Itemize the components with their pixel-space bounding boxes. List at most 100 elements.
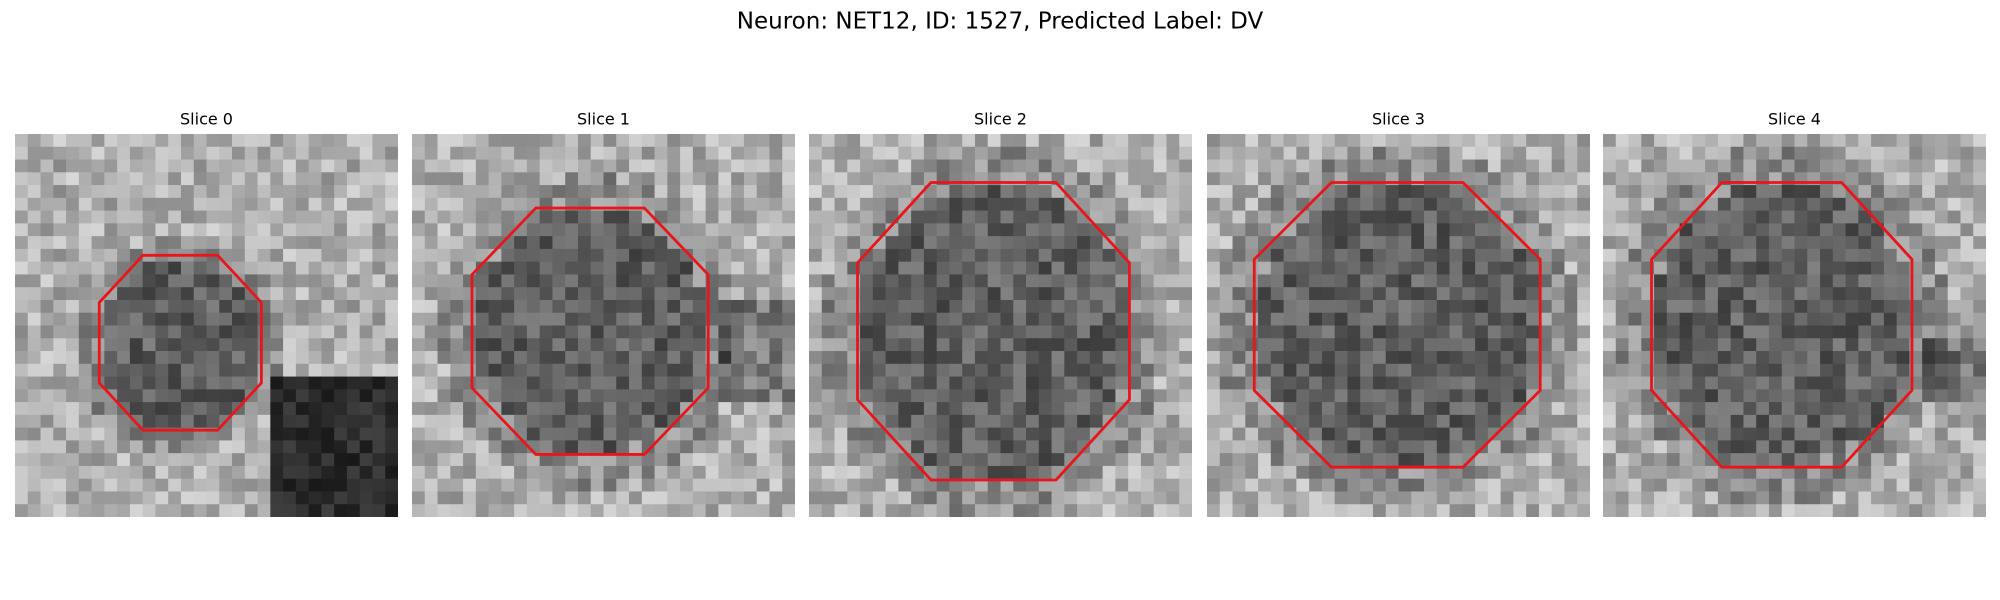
pixel (731, 146, 745, 160)
pixel (1794, 134, 1808, 148)
pixel (987, 274, 1001, 288)
pixel (1000, 478, 1014, 492)
pixel (372, 274, 386, 288)
pixel (1140, 210, 1155, 224)
pixel (501, 287, 515, 301)
pixel (1641, 427, 1655, 441)
pixel (1934, 287, 1949, 301)
pixel (1526, 478, 1540, 492)
pixel (334, 236, 348, 250)
pixel (552, 440, 566, 454)
pixel (219, 325, 233, 339)
pixel (1526, 134, 1540, 148)
pixel (1102, 287, 1116, 301)
pixel (834, 312, 848, 326)
pixel (1743, 197, 1757, 211)
pixel (539, 389, 553, 403)
pixel (1615, 478, 1629, 492)
pixel (1436, 478, 1450, 492)
pixel (923, 248, 938, 263)
pixel (1973, 261, 1986, 275)
pixel (1832, 325, 1846, 339)
pixel (718, 376, 732, 390)
pixel (809, 299, 823, 314)
pixel (1258, 134, 1272, 148)
pixel (1526, 236, 1540, 250)
pixel (1026, 261, 1040, 275)
pixel (1832, 261, 1846, 275)
pixel (1615, 172, 1629, 186)
pixel (1207, 248, 1221, 263)
pixel (385, 172, 398, 186)
pixel (1411, 414, 1425, 429)
pixel (1909, 465, 1923, 480)
pixel (1026, 440, 1040, 454)
pixel (949, 146, 963, 160)
pixel (1360, 504, 1374, 517)
pixel (1679, 299, 1693, 314)
pixel (1296, 504, 1310, 517)
pixel (424, 376, 438, 390)
pixel (539, 299, 553, 314)
pixel (1883, 197, 1898, 211)
contour (97, 253, 263, 432)
pixel (104, 338, 118, 352)
pixel (743, 299, 758, 314)
pixel (552, 172, 566, 186)
pixel (1013, 236, 1027, 250)
pixel (308, 338, 322, 352)
pixel (475, 159, 489, 173)
pixel (987, 210, 1001, 224)
pixel (616, 134, 630, 148)
pixel (1064, 312, 1078, 326)
pixel (1321, 274, 1336, 288)
pixel (898, 376, 912, 390)
pixel (1309, 389, 1323, 403)
pixel (1947, 504, 1961, 517)
pixel (641, 453, 655, 467)
pixel (590, 427, 604, 441)
pixel (232, 248, 246, 263)
pixel (654, 414, 668, 429)
pixel (1283, 299, 1297, 314)
pixel (1960, 427, 1974, 441)
pixel (1245, 478, 1259, 492)
pixel (1128, 299, 1142, 314)
pixel (1449, 453, 1463, 467)
pixel (1781, 134, 1795, 148)
pixel (1577, 197, 1590, 211)
pixel (1051, 453, 1065, 467)
pixel (385, 185, 398, 199)
pixel (1883, 185, 1898, 199)
pixel (987, 351, 1001, 365)
pixel (1245, 312, 1259, 326)
pixel (809, 197, 823, 211)
pixel (346, 465, 361, 480)
pixel (1500, 287, 1514, 301)
pixel (1207, 402, 1221, 416)
pixel (1026, 299, 1040, 314)
pixel (257, 248, 271, 263)
pixel (78, 172, 92, 186)
pixel (1500, 402, 1514, 416)
pixel (1947, 197, 1961, 211)
pixel (450, 287, 464, 301)
pixel (1232, 402, 1246, 416)
pixel (321, 274, 335, 288)
pixel (860, 465, 874, 480)
pixel (219, 440, 233, 454)
pixel (27, 248, 41, 263)
pixel (1153, 427, 1167, 441)
pixel (577, 248, 592, 263)
pixel (1973, 325, 1986, 339)
pixel (1934, 440, 1949, 454)
pixel (283, 338, 297, 352)
pixel (219, 197, 233, 211)
pixel (1717, 312, 1732, 326)
pixel (232, 287, 246, 301)
pixel (847, 440, 861, 454)
pixel (1232, 210, 1246, 224)
pixel (1564, 248, 1578, 263)
pixel (526, 223, 541, 237)
pixel (1871, 504, 1885, 517)
